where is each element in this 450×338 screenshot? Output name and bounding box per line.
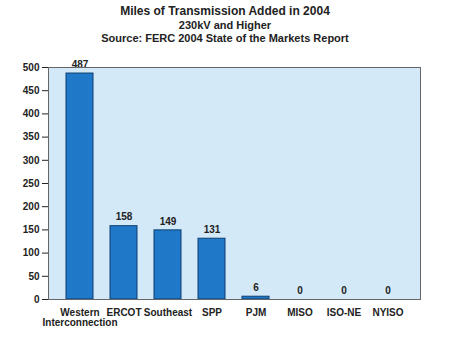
svg-text:250: 250 [23,178,40,189]
svg-text:0: 0 [341,285,347,296]
svg-text:300: 300 [23,155,40,166]
svg-text:MISO: MISO [287,307,313,318]
svg-text:350: 350 [23,131,40,142]
html-text:Source: FERC 2004 State of the: Source: FERC 2004 State of the Markets R… [101,32,349,44]
svg-text:149: 149 [160,216,177,227]
svg-text:0: 0 [385,285,391,296]
svg-text:0: 0 [297,285,303,296]
html-text:Interconnection: Interconnection [42,316,118,328]
svg-text:PJM: PJM [246,307,267,318]
svg-text:200: 200 [23,201,40,212]
svg-text:450: 450 [23,85,40,96]
svg-text:158: 158 [116,211,133,222]
svg-text:131: 131 [204,224,221,235]
svg-text:150: 150 [23,224,40,235]
svg-text:SPP: SPP [202,307,222,318]
svg-text:ERCOT: ERCOT [107,307,142,318]
svg-text:6: 6 [253,282,259,293]
html-text:Miles of Transmission Added in: Miles of Transmission Added in 2004 [120,4,330,18]
svg-text:ISO-NE: ISO-NE [327,307,362,318]
svg-text:Southeast: Southeast [144,307,193,318]
html-text:230kV and Higher: 230kV and Higher [178,19,272,31]
svg-text:400: 400 [23,108,40,119]
svg-text:0: 0 [34,294,40,305]
svg-text:50: 50 [28,271,40,282]
svg-text:100: 100 [23,247,40,258]
svg-text:500: 500 [23,62,40,73]
svg-text:NYISO: NYISO [372,307,403,318]
svg-text:487: 487 [72,59,89,70]
html-text:Western: Western [60,306,100,318]
